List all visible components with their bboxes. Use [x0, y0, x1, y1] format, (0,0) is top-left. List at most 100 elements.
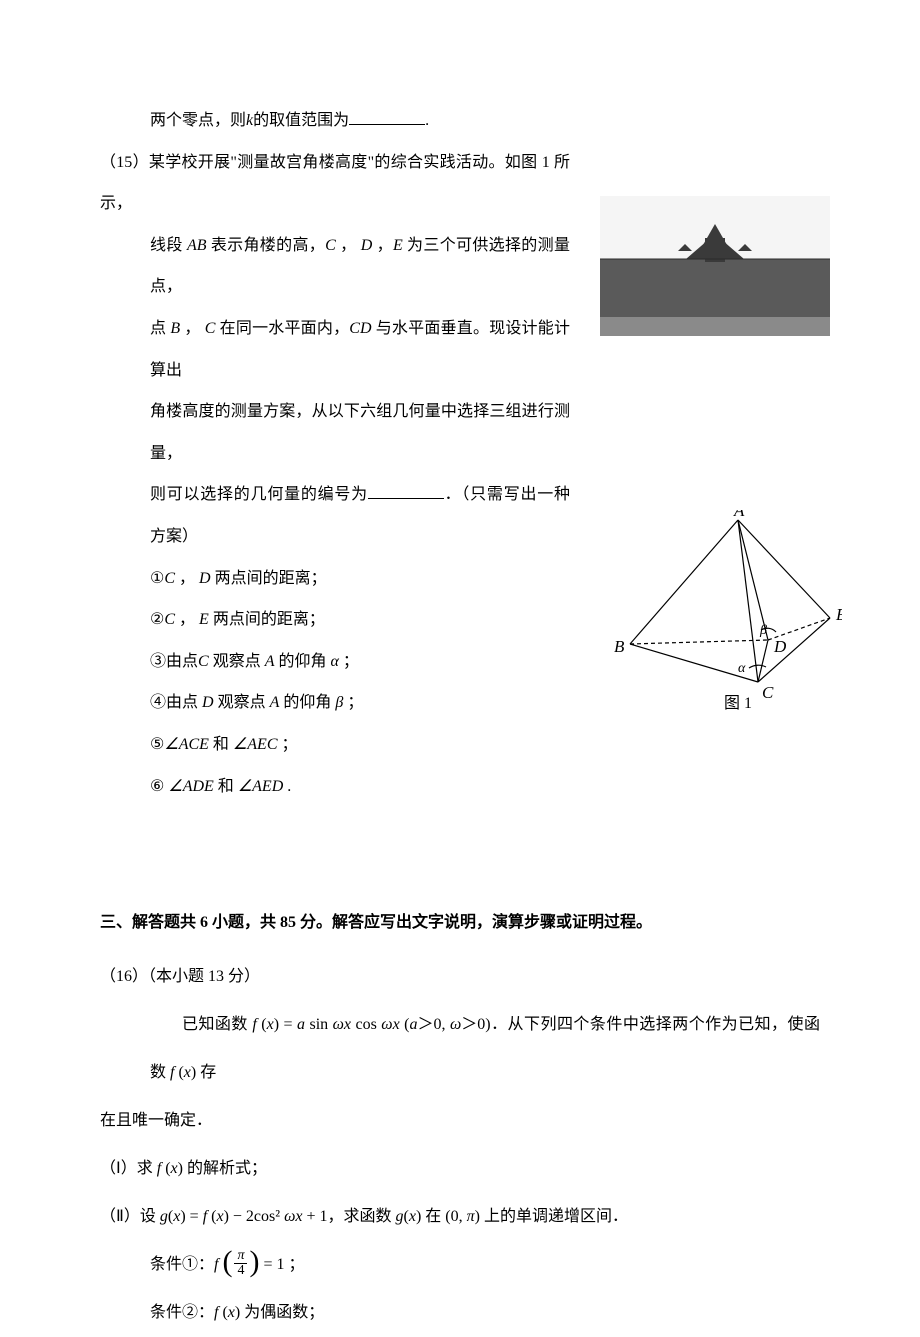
opt6-a2: ∠AED — [238, 778, 283, 795]
q15-opt5: ⑤∠ACE 和 ∠AEC ； — [100, 724, 570, 766]
q15-opt4: ④由点 D 观察点 A 的仰角 β ； — [100, 682, 570, 724]
svg-text:E: E — [835, 605, 842, 624]
q15-l3-pre: 点 — [150, 320, 166, 337]
opt1-num: ① — [150, 570, 164, 587]
q16-body1-pre: 已知函数 — [182, 1016, 252, 1033]
svg-text:β: β — [759, 623, 767, 638]
opt5-and: 和 — [209, 736, 233, 753]
opt4-beta: β — [331, 694, 347, 711]
q16-pts: （本小题 13 分） — [148, 968, 260, 985]
q15-line1: （15）某学校开展"测量故宫角楼高度"的综合实践活动。如图 1 所示， — [100, 142, 570, 225]
q15-num: （15） — [100, 154, 149, 171]
q15-l2-pre: 线段 — [150, 237, 187, 254]
opt3-a: A — [261, 653, 275, 670]
q15-blank — [368, 483, 444, 499]
opt1-d: D — [195, 570, 211, 587]
q15-opt3: ③由点C 观察点 A 的仰角 α ； — [100, 641, 570, 683]
opt3-mid: 观察点 — [209, 653, 261, 670]
opt5-a1: ∠ACE — [164, 736, 209, 753]
q16-p1-num: （Ⅰ）求 — [100, 1160, 157, 1177]
opt1-tail: 两点间的距离； — [211, 570, 327, 587]
opt4-tail: 的仰角 — [279, 694, 331, 711]
q15-l2-mid1: 表示角楼的高， — [207, 237, 326, 254]
q15-l2-comma1: ， — [340, 237, 356, 254]
q16-c1-semi: ； — [285, 1256, 305, 1273]
q16-c2-label: 条件②： — [150, 1304, 214, 1321]
opt1-comma: ， — [179, 570, 195, 587]
q16-body2: 在且唯一确定． — [100, 1097, 820, 1145]
q16-c2-tail: 为偶函数； — [240, 1304, 324, 1321]
q15-l2-comma2: ， — [377, 237, 393, 254]
q16-p1-fx: f (x) — [157, 1160, 183, 1177]
q15-intro: 某学校开展"测量故宫角楼高度"的综合实践活动。如图 1 所示， — [100, 154, 570, 213]
q15-l4: 角楼高度的测量方案，从以下六组几何量中选择三组进行测量， — [150, 403, 570, 462]
q16-body1: 已知函数 f (x) = a sin ωx cos ωx (a＞0, ω＞0)．… — [100, 1001, 820, 1097]
q16-p2-gx: g(x) = f (x) − 2cos² ωx + 1 — [160, 1208, 328, 1225]
opt2-num: ② — [150, 611, 164, 628]
q15-l2-e: E — [393, 237, 403, 254]
q15-opt2: ②C ， E 两点间的距离； — [100, 599, 570, 641]
opt5-semi: ； — [277, 736, 297, 753]
q16-c1-label: 条件①： — [150, 1256, 214, 1273]
opt2-e: E — [195, 611, 209, 628]
svg-text:D: D — [773, 637, 787, 656]
svg-text:图 1: 图 1 — [724, 695, 752, 712]
q16-c2: 条件②：f (x) 为偶函数； — [100, 1289, 820, 1337]
svg-text:A: A — [733, 510, 745, 520]
section3-title: 三、解答题共 6 小题，共 85 分。解答应写出文字说明，演算步骤或证明过程。 — [100, 907, 820, 939]
q14-pre: 两个零点，则 — [150, 112, 246, 129]
q15-line3: 点 B ， C 在同一水平面内，CD 与水平面垂直。现设计能计算出 — [100, 308, 570, 391]
svg-text:B: B — [614, 637, 625, 656]
svg-text:α: α — [738, 661, 746, 676]
opt2-comma: ， — [179, 611, 195, 628]
opt2-c: C — [164, 611, 179, 628]
q16-p1-tail: 的解析式； — [183, 1160, 267, 1177]
opt4-d: D — [198, 694, 214, 711]
opt6-a1: ∠ADE — [168, 778, 213, 795]
q16-num: （16） — [100, 968, 148, 985]
opt1-c: C — [164, 570, 179, 587]
q16-p2-gx2: g(x) — [396, 1208, 422, 1225]
opt4-semi: ； — [347, 694, 363, 711]
opt3-c: C — [198, 653, 209, 670]
opt4-mid: 观察点 — [214, 694, 266, 711]
opt3-semi: ； — [343, 653, 359, 670]
q16-fx-def: f (x) = a sin ωx cos ωx (a＞0, ω＞0) — [252, 1016, 490, 1033]
opt6-and: 和 — [214, 778, 238, 795]
page-content: 两个零点，则k的取值范围为. （15）某学校开展"测量故宫角楼高度"的综合实践活… — [100, 100, 820, 1337]
opt6-num: ⑥ — [150, 778, 168, 795]
q15: （15）某学校开展"测量故宫角楼高度"的综合实践活动。如图 1 所示， 线段 A… — [100, 142, 820, 808]
q15-opt6: ⑥ ∠ADE 和 ∠AED . — [100, 766, 570, 808]
q16-c1-expr: f (π4) = 1 — [214, 1256, 285, 1273]
opt4-a: A — [266, 694, 280, 711]
q16-p2-int: (0, π) — [445, 1208, 480, 1225]
opt3-num: ③由点 — [150, 653, 198, 670]
q16-c1: 条件①：f (π4) = 1 ； — [100, 1241, 820, 1289]
opt5-num: ⑤ — [150, 736, 164, 753]
q14-tail: 两个零点，则k的取值范围为. — [100, 100, 820, 142]
q16-fx2: f (x) — [170, 1064, 196, 1081]
svg-text:C: C — [762, 683, 774, 702]
q14-post: 的取值范围为 — [253, 112, 349, 129]
opt2-tail: 两点间的距离； — [209, 611, 325, 628]
q15-l2-d: D — [356, 237, 376, 254]
q15-l2-c: C — [325, 237, 340, 254]
q15-l3-b: B — [166, 320, 184, 337]
q14-blank — [349, 109, 425, 125]
q16-c2-fx: f (x) — [214, 1304, 240, 1321]
q14-period: . — [425, 112, 429, 129]
q16-p2: （Ⅱ）设 g(x) = f (x) − 2cos² ωx + 1，求函数 g(x… — [100, 1193, 820, 1241]
q15-l3-cd: CD — [349, 320, 371, 337]
q15-l2-ab: AB — [187, 237, 207, 254]
q15-line5: 则可以选择的几何量的编号为．（只需写出一种方案） — [100, 474, 570, 557]
q16-p2-in: 在 — [421, 1208, 445, 1225]
q16-p2-tail: 上的单调递增区间． — [480, 1208, 628, 1225]
tower-photo — [600, 196, 830, 336]
q15-l3-comma: ， — [184, 320, 200, 337]
q16-body1-tail: 存 — [196, 1064, 216, 1081]
opt6-period: . — [283, 778, 291, 795]
q16-p2-num: （Ⅱ）设 — [100, 1208, 160, 1225]
q15-l3-mid: 在同一水平面内， — [220, 320, 350, 337]
q15-l5-pre: 则可以选择的几何量的编号为 — [150, 486, 368, 503]
q15-line4: 角楼高度的测量方案，从以下六组几何量中选择三组进行测量， — [100, 391, 570, 474]
